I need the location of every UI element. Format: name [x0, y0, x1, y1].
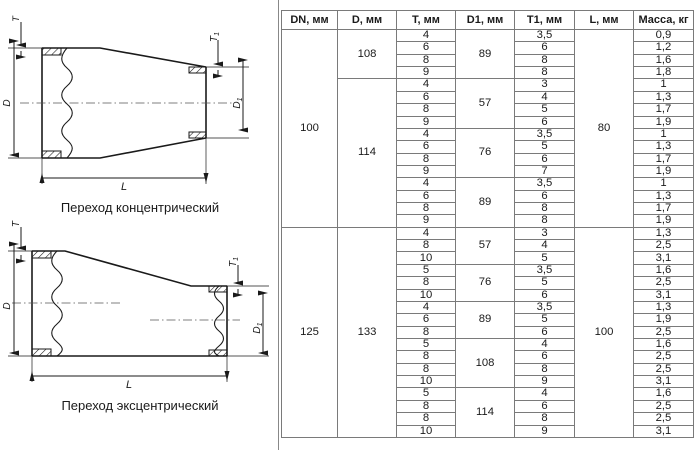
svg-text:T1: T1: [228, 257, 240, 267]
svg-text:T1: T1: [209, 32, 221, 42]
svg-text:L: L: [126, 379, 132, 391]
svg-text:T: T: [11, 15, 22, 22]
svg-text:D: D: [2, 302, 13, 309]
svg-text:T: T: [11, 220, 22, 227]
svg-text:D: D: [2, 99, 13, 106]
svg-text:D1: D1: [232, 97, 244, 108]
svg-text:L: L: [121, 181, 127, 193]
svg-text:Переход концентрический: Переход концентрический: [61, 200, 219, 215]
svg-text:D1: D1: [252, 322, 264, 333]
svg-text:Переход эксцентрический: Переход эксцентрический: [61, 398, 218, 413]
